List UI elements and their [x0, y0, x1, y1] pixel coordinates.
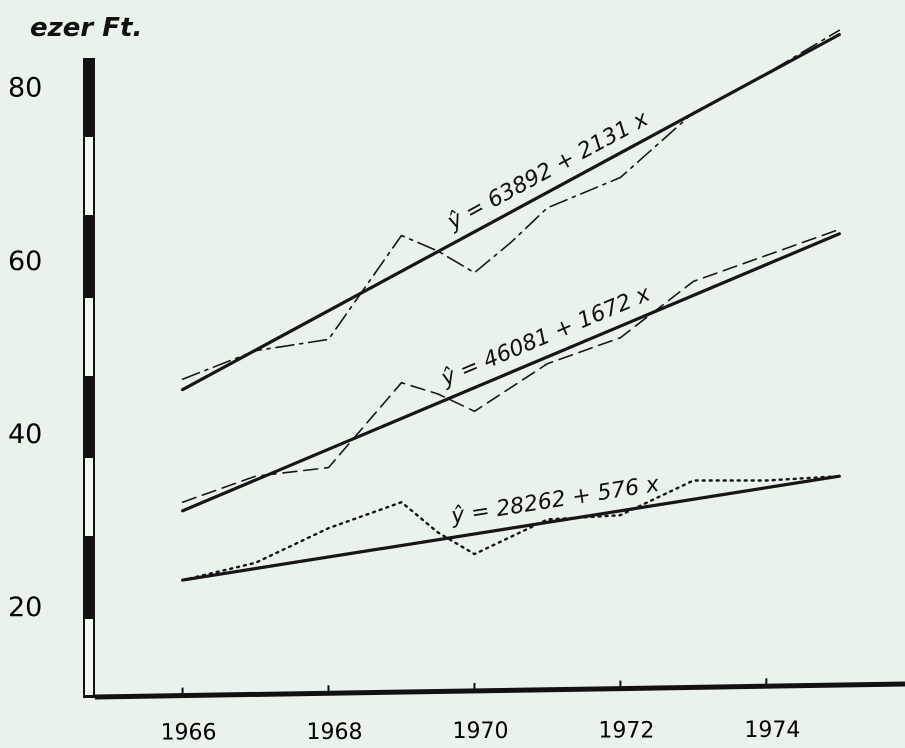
y-tick-label-20: 20 [8, 592, 42, 623]
series-line-fit-3 [181, 232, 841, 513]
x-axis [94, 681, 905, 700]
fit-equation-1: ŷ = 63892 + 2131 x [443, 106, 654, 235]
y-tick-label-40: 40 [8, 419, 42, 450]
y-axis-gap-1 [85, 137, 93, 215]
x-tick-label-1966: 1966 [161, 721, 217, 746]
y-tick-label-60: 60 [8, 246, 42, 277]
series-line-2 [181, 228, 841, 504]
series-line-fit-1 [181, 32, 841, 392]
y-axis-label: ezer Ft. [30, 13, 142, 43]
x-tick-label-1972: 1972 [598, 718, 654, 743]
y-axis-gap-4 [85, 619, 93, 695]
y-axis-bar-bg [83, 58, 95, 698]
y-axis [83, 58, 95, 698]
y-tick-label-80: 80 [8, 73, 42, 104]
y-axis-gap-2 [85, 298, 93, 376]
y-ticks: 20 40 60 80 [8, 73, 42, 624]
x-tick-label-1968: 1968 [307, 720, 363, 745]
series-line-fit-5 [181, 474, 841, 582]
x-tick-label-1974: 1974 [744, 718, 800, 743]
fit-equations: ŷ = 63892 + 2131 xŷ = 46081 + 1672 xŷ = … [437, 106, 662, 529]
y-axis-gap-3 [85, 458, 93, 536]
series-line-0 [181, 29, 841, 381]
x-ticks: 1966 1968 1970 1972 1974 [161, 678, 800, 746]
x-tick-label-1970: 1970 [452, 719, 508, 744]
series-line-4 [181, 475, 841, 582]
series-lines [181, 29, 841, 582]
